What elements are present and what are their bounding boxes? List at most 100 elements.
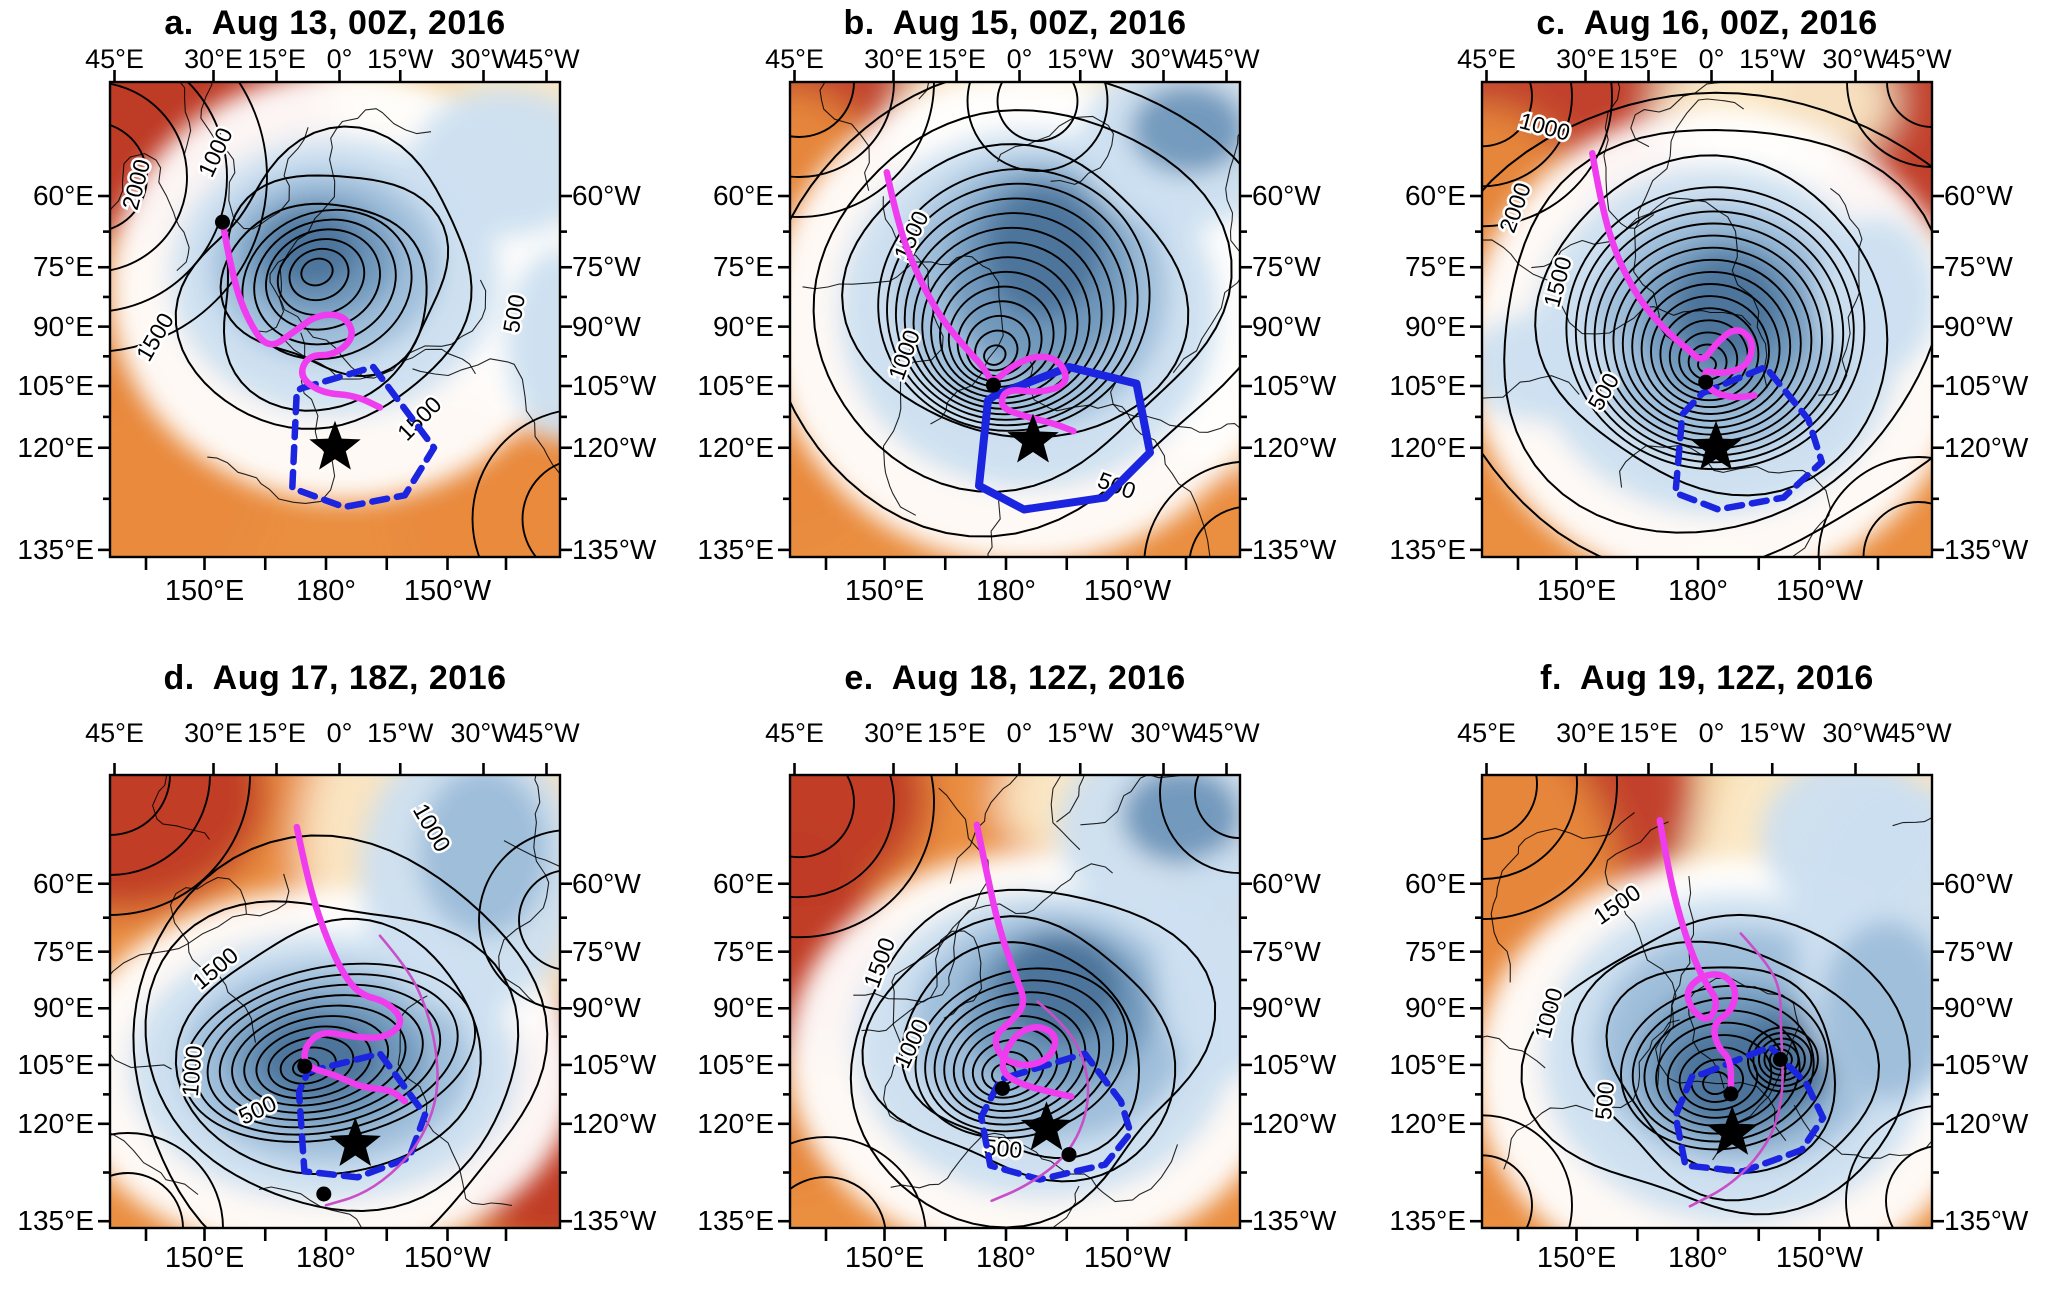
axis-label-top: 45°W	[513, 44, 580, 74]
panel-f: f. Aug 19, 12Z, 2016 45°E 30°E 15°E 0° 15°W 30°…	[1372, 658, 2042, 1285]
axis-label-bottom: 150°W	[1775, 575, 1864, 607]
axis-label-left: 105°E	[697, 1048, 774, 1080]
panel-b: b. Aug 15, 00Z, 2016 45°E 30°E 15°E 0° 15°W 30°…	[680, 3, 1350, 618]
axis-label-left: 120°E	[1389, 1107, 1466, 1139]
panel-title-a: a. Aug 13, 00Z, 2016	[0, 3, 670, 43]
cyclone-track	[1656, 817, 1739, 1096]
analysis-region	[295, 1050, 429, 1181]
axis-label-left: 105°E	[1389, 370, 1466, 401]
cyclone-track	[219, 218, 384, 411]
axis-ticks	[778, 763, 1252, 1241]
axis-label-top: 45°W	[513, 718, 580, 748]
star-marker	[1020, 1101, 1073, 1151]
axis-label-left: 135°E	[1389, 533, 1466, 565]
axis-label-top: 30°E	[1556, 44, 1615, 74]
panel-letter: f.	[1540, 659, 1562, 697]
axis-label-right: 75°W	[1944, 251, 2013, 283]
cyclone-track	[973, 821, 1075, 1100]
axis-label-top: 30°E	[1556, 718, 1615, 748]
axis-label-bottom: 180°	[1668, 1242, 1728, 1274]
cyclone-track	[883, 169, 1077, 435]
axis-label-bottom: 150°W	[1083, 575, 1172, 607]
axis-label-left: 105°E	[1389, 1048, 1466, 1080]
panel-a: a. Aug 13, 00Z, 2016 45°E 30°E 15°E 0° 15°W 30°…	[0, 3, 670, 618]
axis-label-bottom: 150°W	[1775, 1242, 1864, 1274]
axis-label-bottom: 180°	[1668, 575, 1728, 607]
storm-center-dot	[985, 377, 1001, 393]
axis-label-right: 60°W	[1252, 180, 1321, 211]
axis-label-right: 120°W	[572, 1107, 657, 1139]
axis-ticks	[98, 70, 572, 570]
axis-label-top: 0°	[1698, 44, 1725, 74]
axis-label-top: 0°	[326, 718, 353, 748]
axis-label-top: 15°E	[927, 718, 986, 748]
axis-label-top: 15°W	[1739, 44, 1806, 74]
axis-label-right: 60°W	[572, 180, 641, 211]
storm-center-dot	[1723, 1086, 1739, 1102]
panel-letter: d.	[163, 659, 195, 697]
cyclone-track-thin	[990, 1000, 1090, 1203]
panel-datetime: Aug 16, 00Z, 2016	[1583, 4, 1878, 42]
axis-label-top: 45°E	[1457, 44, 1516, 74]
axis-label-left: 75°E	[712, 251, 774, 283]
axis-ticks	[1470, 70, 1944, 570]
panel-e: e. Aug 18, 12Z, 2016 45°E 30°E 15°E 0° 15°W 30°…	[680, 658, 1350, 1285]
axis-label-right: 105°W	[572, 1048, 657, 1080]
axis-label-top: 0°	[1006, 44, 1033, 74]
axis-label-left: 135°E	[697, 533, 774, 565]
axis-label-bottom: 150°E	[1536, 1242, 1617, 1274]
analysis-region	[289, 363, 438, 511]
axis-label-top: 30°W	[1130, 44, 1197, 74]
axis-label-bottom: 150°E	[844, 1242, 925, 1274]
panel-datetime: Aug 18, 12Z, 2016	[891, 659, 1186, 697]
axis-label-bottom: 150°W	[403, 1242, 492, 1274]
axis-label-right: 135°W	[1944, 533, 2029, 565]
axis-label-top: 45°E	[85, 44, 144, 74]
axis-label-left: 105°E	[17, 1048, 94, 1080]
axis-label-left: 135°E	[697, 1205, 774, 1237]
axis-label-bottom: 150°E	[844, 575, 925, 607]
contour-label: 1000	[177, 1044, 207, 1097]
analysis-region	[975, 363, 1154, 514]
axis-label-top: 15°E	[247, 44, 306, 74]
axis-label-top: 15°E	[247, 718, 306, 748]
axis-label-top: 30°W	[1822, 44, 1889, 74]
axis-label-top: 30°W	[1822, 718, 1889, 748]
storm-center-dot	[994, 1081, 1010, 1096]
axis-label-right: 90°W	[1252, 992, 1321, 1024]
axis-label-top: 45°W	[1193, 44, 1260, 74]
axis-label-right: 75°W	[1252, 251, 1321, 283]
axis-label-left: 135°E	[17, 1205, 94, 1237]
axis-label-right: 135°W	[1252, 1205, 1337, 1237]
axis-label-left: 90°E	[1404, 310, 1466, 342]
axis-label-top: 15°W	[1047, 718, 1114, 748]
axis-label-left: 60°E	[712, 867, 774, 899]
axis-label-top: 45°W	[1885, 44, 1952, 74]
panel-c: c. Aug 16, 00Z, 2016 45°E 30°E 15°E 0° 15°W 30°…	[1372, 3, 2042, 618]
axis-label-left: 90°E	[32, 992, 94, 1024]
axis-label-top: 15°W	[367, 718, 434, 748]
axis-label-bottom: 180°	[296, 1242, 356, 1274]
axis-label-top: 0°	[326, 44, 353, 74]
storm-center-dot	[1061, 1147, 1077, 1163]
axis-label-right: 90°W	[1252, 310, 1321, 342]
axis-label-bottom: 150°W	[403, 575, 492, 607]
axis-label-left: 90°E	[32, 310, 94, 342]
axis-label-top: 30°E	[184, 718, 243, 748]
axis-label-left: 120°E	[17, 1107, 94, 1139]
axis-label-right: 105°W	[1944, 1048, 2029, 1080]
axis-label-right: 90°W	[1944, 992, 2013, 1024]
axis-label-left: 60°E	[1404, 180, 1466, 211]
axis-ticks	[98, 763, 572, 1241]
axis-label-right: 135°W	[1944, 1205, 2029, 1237]
axis-label-right: 105°W	[1252, 1048, 1337, 1080]
axis-label-right: 120°W	[1252, 431, 1337, 463]
panel-d: d. Aug 17, 18Z, 2016 45°E 30°E 15°E 0° 15°W 30°…	[0, 658, 670, 1285]
axis-label-top: 15°E	[1619, 44, 1678, 74]
panel-title-d: d. Aug 17, 18Z, 2016	[0, 658, 670, 698]
panel-letter: b.	[843, 4, 875, 42]
